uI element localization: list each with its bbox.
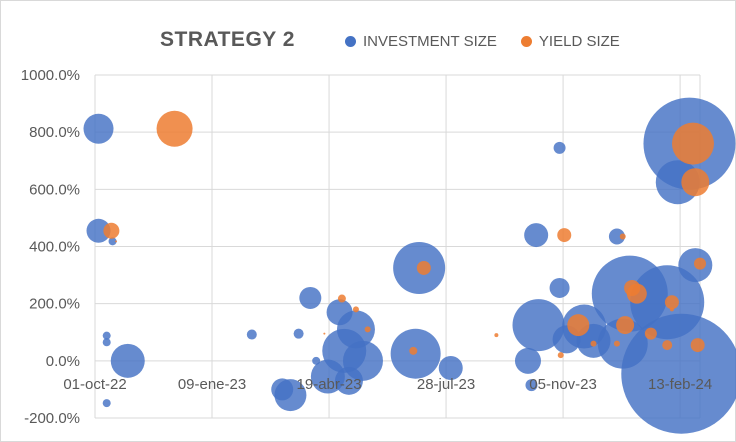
- legend-marker-yield: [520, 36, 532, 47]
- investment-bubble: [110, 343, 145, 378]
- investment-bubble: [108, 237, 117, 246]
- investment-bubble: [246, 329, 257, 340]
- legend-item-investment: INVESTMENT SIZE: [345, 33, 497, 50]
- yield-bubble: [690, 338, 705, 353]
- investment-bubble: [553, 141, 566, 154]
- yield-bubble: [323, 332, 326, 335]
- y-tick-label: -200.0%: [24, 410, 80, 427]
- legend-label-yield: YIELD SIZE: [538, 33, 620, 50]
- investment-bubble: [524, 223, 549, 248]
- yield-bubble: [671, 122, 714, 165]
- yield-bubble: [616, 316, 635, 335]
- yield-bubble: [644, 327, 657, 340]
- yield-bubble: [626, 283, 647, 304]
- investment-bubble: [86, 218, 111, 243]
- yield-bubble: [694, 257, 706, 270]
- investment-bubble: [293, 328, 304, 339]
- y-tick-label: 600.0%: [29, 181, 80, 198]
- investment-bubble: [512, 299, 565, 352]
- investment-bubble: [525, 379, 538, 392]
- yield-bubble: [567, 314, 590, 337]
- x-tick-label: 09-ene-23: [178, 376, 246, 393]
- y-tick-label: 400.0%: [29, 239, 80, 256]
- yield-bubble: [664, 295, 679, 310]
- investment-bubble: [102, 331, 111, 340]
- investment-bubble: [608, 228, 625, 245]
- yield-bubble: [416, 260, 431, 275]
- yield-bubble: [494, 333, 499, 338]
- yield-bubble: [669, 307, 674, 312]
- investment-bubble: [336, 310, 375, 349]
- x-tick-label: 19-abr-23: [297, 376, 362, 393]
- yield-bubble: [557, 352, 564, 359]
- yield-bubble: [409, 346, 418, 355]
- y-tick-label: 200.0%: [29, 296, 80, 313]
- yield-bubble: [364, 326, 371, 333]
- chart-legend: INVESTMENT SIZE YIELD SIZE: [345, 33, 644, 50]
- y-tick-label: 800.0%: [29, 124, 80, 141]
- investment-bubble: [438, 355, 463, 380]
- investment-bubble: [514, 347, 541, 374]
- y-tick-label: 0.0%: [46, 353, 80, 370]
- yield-bubble: [103, 222, 120, 239]
- x-tick-label: 01-oct-22: [63, 376, 126, 393]
- yield-bubble: [613, 340, 620, 347]
- investment-bubble: [549, 277, 570, 298]
- x-tick-label: 05-nov-23: [529, 376, 597, 393]
- investment-bubble: [621, 313, 736, 434]
- chart-title: STRATEGY 2: [160, 28, 295, 51]
- investment-bubble: [299, 286, 322, 309]
- yield-bubble: [156, 110, 193, 147]
- yield-bubble: [557, 228, 572, 243]
- legend-item-yield: YIELD SIZE: [520, 33, 620, 50]
- investment-bubble: [102, 338, 111, 347]
- yield-bubble: [619, 233, 626, 240]
- x-tick-label: 13-feb-24: [648, 376, 712, 393]
- investment-bubble: [102, 399, 111, 408]
- yield-bubble: [590, 340, 597, 347]
- legend-label-investment: INVESTMENT SIZE: [363, 33, 497, 50]
- legend-marker-investment: [345, 36, 356, 47]
- investment-bubble: [342, 340, 383, 381]
- yield-bubble: [352, 306, 359, 313]
- yield-bubble: [681, 168, 710, 197]
- investment-bubble: [274, 379, 307, 412]
- x-tick-label: 28-jul-23: [417, 376, 475, 393]
- yield-bubble: [662, 340, 673, 351]
- investment-bubble: [83, 113, 114, 144]
- yield-bubble: [337, 294, 346, 303]
- y-tick-label: 1000.0%: [21, 67, 80, 84]
- yield-bubble: [115, 240, 118, 243]
